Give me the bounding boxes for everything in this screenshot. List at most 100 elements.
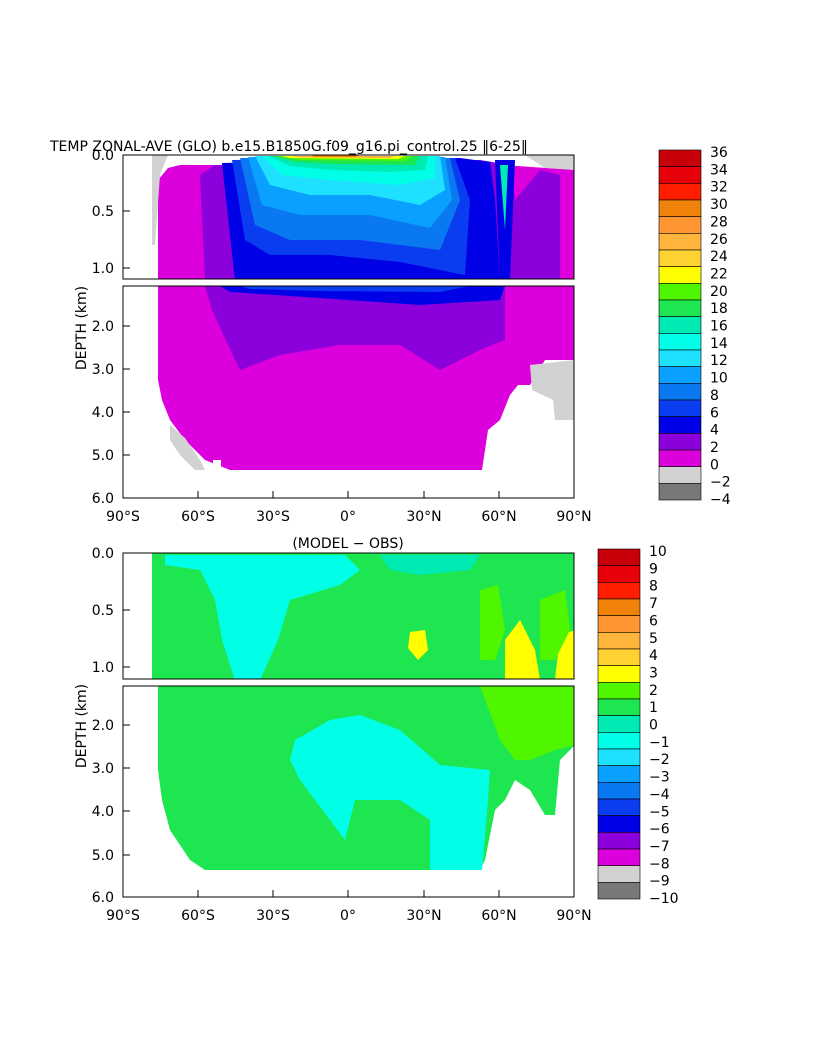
colorbar-label: −6: [649, 822, 670, 838]
upper-frame: [122, 154, 575, 280]
y-tick: 6.0: [92, 890, 114, 906]
colorbar-label: 30: [710, 197, 728, 213]
x-ticks: 90°S 60°S 30°S 0° 30°N 60°N 90°N: [106, 491, 592, 525]
y-tick: 4.0: [92, 804, 114, 820]
upper-depth-region: [123, 155, 574, 279]
colorbar-label: 10: [649, 544, 667, 560]
colorbar-label: 6: [649, 613, 658, 629]
colorbar-label: 6: [710, 405, 719, 421]
x-tick: 30°N: [406, 908, 441, 924]
y-tick: 5.0: [92, 848, 114, 864]
x-tick: 0°: [340, 509, 356, 525]
colorbar-label: 8: [710, 388, 719, 404]
colorbar-label: 3: [649, 665, 658, 681]
colorbar-swatch: [597, 632, 641, 650]
x-tick: 30°S: [256, 908, 290, 924]
y-tick: 5.0: [92, 448, 114, 464]
colorbar-label: 4: [710, 423, 719, 439]
colorbar-swatch: [658, 483, 702, 501]
diff-cyan-b: [380, 555, 480, 575]
colorbar-swatch: [597, 565, 641, 583]
y-axis-label: DEPTH (km): [74, 684, 90, 768]
diff-lightgreen: [480, 585, 505, 660]
colorbar-swatch: [597, 732, 641, 750]
colorbar-swatch: [658, 349, 702, 367]
colorbar-label: 20: [710, 284, 728, 300]
colorbar-label: 0: [649, 718, 658, 734]
colorbar-label: 26: [710, 232, 728, 248]
temperature-panel: TEMP ZONAL-AVE (GLO) b.e15.B1850G.f09_g1…: [49, 139, 731, 525]
colorbar-swatch: [658, 183, 702, 201]
panel-title: TEMP ZONAL-AVE (GLO) b.e15.B1850G.f09_g1…: [49, 139, 528, 155]
colorbar-label: 8: [649, 579, 658, 595]
x-tick: 30°N: [406, 509, 441, 525]
y-tick: 3.0: [92, 362, 114, 378]
y-tick: 0.5: [92, 603, 114, 619]
colorbar-swatch: [658, 416, 702, 434]
y-tick: 1.0: [92, 660, 114, 676]
colorbar-label: −10: [649, 891, 679, 907]
colorbar-label: 2: [649, 683, 658, 699]
colorbar-label: −2: [710, 475, 731, 491]
deep-blue-b: [240, 286, 470, 292]
colorbar-swatch: [658, 299, 702, 317]
colorbar-swatch: [597, 665, 641, 683]
colorbar-label: 0: [710, 457, 719, 473]
x-tick: 90°S: [106, 509, 140, 525]
y-ticks-upper: 0.0 0.5 1.0: [92, 546, 130, 676]
colorbar-swatch: [658, 399, 702, 417]
colorbar-label: 34: [710, 162, 728, 178]
colorbar-label: −3: [649, 770, 670, 786]
colorbar-label: 10: [710, 371, 728, 387]
lower-depth-region: [123, 286, 574, 498]
colorbar-swatch: [597, 582, 641, 600]
y-tick: 4.0: [92, 405, 114, 421]
colorbar-swatch: [597, 882, 641, 900]
colorbar-swatch: [597, 715, 641, 733]
magenta-cutout: [213, 460, 221, 472]
land-white-left: [123, 155, 152, 279]
colorbar-swatch: [658, 199, 702, 217]
colorbar-swatch: [597, 698, 641, 716]
diff-lightgreen-deep: [480, 686, 574, 760]
land-white-left: [123, 553, 152, 679]
colorbar-swatch: [597, 648, 641, 666]
colorbar-swatch: [658, 249, 702, 267]
colorbar-swatch: [658, 449, 702, 467]
y-tick: 0.0: [92, 148, 114, 164]
colorbar-label: −7: [649, 839, 670, 855]
colorbar-swatch: [658, 283, 702, 301]
colorbar-label: 28: [710, 214, 728, 230]
colorbar-label: 9: [649, 561, 658, 577]
colorbar-swatch: [658, 216, 702, 234]
colorbar-swatch: [658, 333, 702, 351]
colorbar-swatch: [597, 865, 641, 883]
colorbar-swatch: [597, 815, 641, 833]
colorbar-swatch: [658, 366, 702, 384]
upper-frame: [122, 552, 575, 680]
arctic-land: [525, 155, 574, 170]
colorbar-label: 16: [710, 319, 728, 335]
colorbar-label: 18: [710, 301, 728, 317]
x-tick: 60°N: [481, 509, 516, 525]
y-axis-label: DEPTH (km): [74, 286, 90, 370]
deep-purple: [205, 286, 505, 370]
colorbar-label: −9: [649, 874, 670, 890]
colorbar-label: 14: [710, 336, 728, 352]
diff-cyan-deep: [290, 715, 490, 870]
arctic-surface-b: [500, 165, 508, 230]
colorbar-label: −4: [710, 492, 731, 508]
colorbar-swatch: [597, 765, 641, 783]
diff-lightgreen-b: [540, 590, 570, 660]
antarctic-land: [152, 155, 168, 245]
difference-panel: (MODEL − OBS) DEPTH (km) 0.0 0.5 1.: [74, 536, 679, 924]
colorbar-swatch: [597, 615, 641, 633]
x-tick: 0°: [340, 908, 356, 924]
colorbar-swatch: [597, 748, 641, 766]
y-tick: 0.0: [92, 546, 114, 562]
colorbar-swatch: [597, 848, 641, 866]
colorbar-label: −5: [649, 804, 670, 820]
x-tick: 90°S: [106, 908, 140, 924]
colorbar-swatch: [597, 782, 641, 800]
